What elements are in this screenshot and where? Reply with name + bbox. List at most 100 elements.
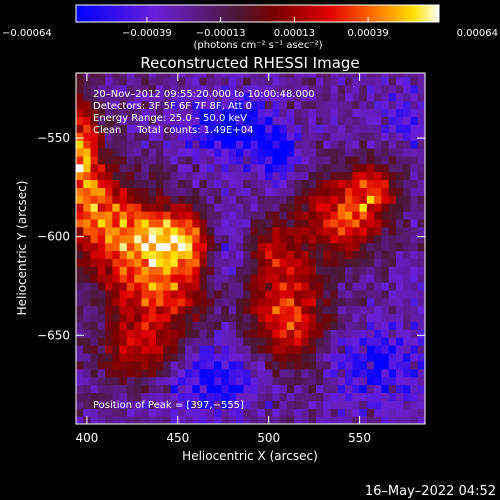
- heatmap-cell: [308, 400, 317, 409]
- heatmap-cell: [250, 187, 259, 196]
- heatmap-cell: [330, 376, 339, 386]
- heatmap-cell: [308, 305, 317, 315]
- heatmap-cell: [148, 329, 157, 338]
- heatmap-cell: [272, 329, 281, 338]
- heatmap-cell: [105, 353, 113, 362]
- colorbar-ticks: −0.00064 −0.00039 −0.00013 0.00013 0.00039 0.…: [2, 17, 498, 39]
- heatmap-cell: [272, 211, 281, 220]
- heatmap-cell: [381, 392, 390, 401]
- heatmap-cell: [381, 211, 390, 220]
- heatmap-cell: [286, 368, 295, 378]
- heatmap-cell: [352, 234, 361, 244]
- heatmap-cell: [381, 274, 390, 283]
- heatmap-cell: [301, 282, 310, 291]
- heatmap-cell: [381, 266, 390, 275]
- heatmap-cell: [177, 305, 186, 315]
- heatmap-cell: [403, 368, 412, 378]
- heatmap-cell: [345, 368, 353, 378]
- heatmap-cell: [279, 266, 288, 275]
- heatmap-cell: [76, 353, 84, 362]
- heatmap-cell: [112, 203, 121, 212]
- heatmap-cell: [76, 179, 84, 188]
- heatmap-cell: [148, 289, 157, 299]
- heatmap-cell: [345, 100, 353, 110]
- heatmap-cell: [214, 274, 223, 283]
- heatmap-cell: [141, 345, 150, 354]
- heatmap-cell: [235, 384, 244, 394]
- heatmap-cell: [374, 305, 382, 315]
- heatmap-cell: [417, 282, 425, 291]
- heatmap-cell: [112, 266, 121, 275]
- heatmap-cell: [359, 266, 368, 275]
- heatmap-cell: [119, 179, 128, 188]
- heatmap-cell: [323, 226, 332, 236]
- heatmap-cell: [308, 416, 317, 424]
- heatmap-cell: [337, 345, 346, 354]
- heatmap-cell: [243, 258, 252, 267]
- heatmap-cell: [374, 392, 382, 401]
- heatmap-cell: [155, 250, 164, 259]
- heatmap-cell: [395, 155, 404, 165]
- heatmap-cell: [337, 289, 346, 299]
- heatmap-cell: [112, 132, 121, 141]
- heatmap-cell: [315, 76, 324, 86]
- heatmap-cell: [105, 100, 113, 110]
- heatmap-cell: [199, 305, 208, 315]
- colorbar-tick-label: −0.00013: [196, 28, 246, 39]
- heatmap-cell: [352, 203, 361, 212]
- heatmap-cell: [301, 155, 310, 165]
- heatmap-cell: [243, 211, 252, 220]
- heatmap-cell: [119, 289, 128, 299]
- x-tick-label: 550: [348, 431, 371, 445]
- heatmap-cell: [199, 132, 208, 141]
- heatmap-cell: [76, 289, 84, 299]
- heatmap-cell: [403, 250, 412, 259]
- heatmap-cell: [410, 360, 419, 370]
- heatmap-cell: [76, 234, 84, 244]
- heatmap-cell: [315, 337, 324, 346]
- heatmap-cell: [315, 187, 324, 196]
- heatmap-cell: [345, 171, 353, 181]
- heatmap-cell: [148, 368, 157, 378]
- heatmap-cell: [337, 76, 346, 86]
- heatmap-cell: [90, 92, 99, 102]
- heatmap-cell: [126, 337, 135, 346]
- heatmap-cell: [410, 84, 419, 94]
- heatmap-cell: [395, 100, 404, 110]
- heatmap-cell: [352, 124, 361, 133]
- heatmap-cell: [366, 234, 375, 244]
- heatmap-cell: [90, 140, 99, 149]
- heatmap-cell: [199, 258, 208, 267]
- heatmap-cell: [214, 242, 223, 252]
- heatmap-cell: [141, 171, 150, 181]
- heatmap-cell: [323, 282, 332, 291]
- heatmap-cell: [199, 250, 208, 259]
- heatmap-cell: [286, 360, 295, 370]
- heatmap-cell: [395, 218, 404, 228]
- heatmap-cell: [395, 274, 404, 283]
- heatmap-cell: [134, 368, 143, 378]
- heatmap-cell: [345, 289, 353, 299]
- heatmap-cell: [410, 345, 419, 354]
- heatmap-cell: [257, 337, 266, 346]
- heatmap-cell: [294, 179, 302, 188]
- heatmap-cell: [243, 282, 252, 291]
- heatmap-cell: [395, 337, 404, 346]
- heatmap-cell: [163, 218, 172, 228]
- heatmap-cell: [177, 132, 186, 141]
- heatmap-cell: [308, 321, 317, 330]
- heatmap-cell: [272, 171, 281, 181]
- heatmap-cell: [366, 337, 375, 346]
- heatmap-cell: [228, 203, 237, 212]
- heatmap-cell: [308, 289, 317, 299]
- heatmap-cell: [83, 147, 92, 157]
- heatmap-cell: [214, 211, 223, 220]
- heatmap-cell: [199, 179, 208, 188]
- heatmap-cell: [119, 226, 128, 236]
- heatmap-cell: [352, 226, 361, 236]
- heatmap-cell: [134, 360, 143, 370]
- heatmap-cell: [403, 305, 412, 315]
- heatmap-cell: [235, 76, 244, 86]
- heatmap-cell: [257, 258, 266, 267]
- heatmap-cell: [330, 242, 339, 252]
